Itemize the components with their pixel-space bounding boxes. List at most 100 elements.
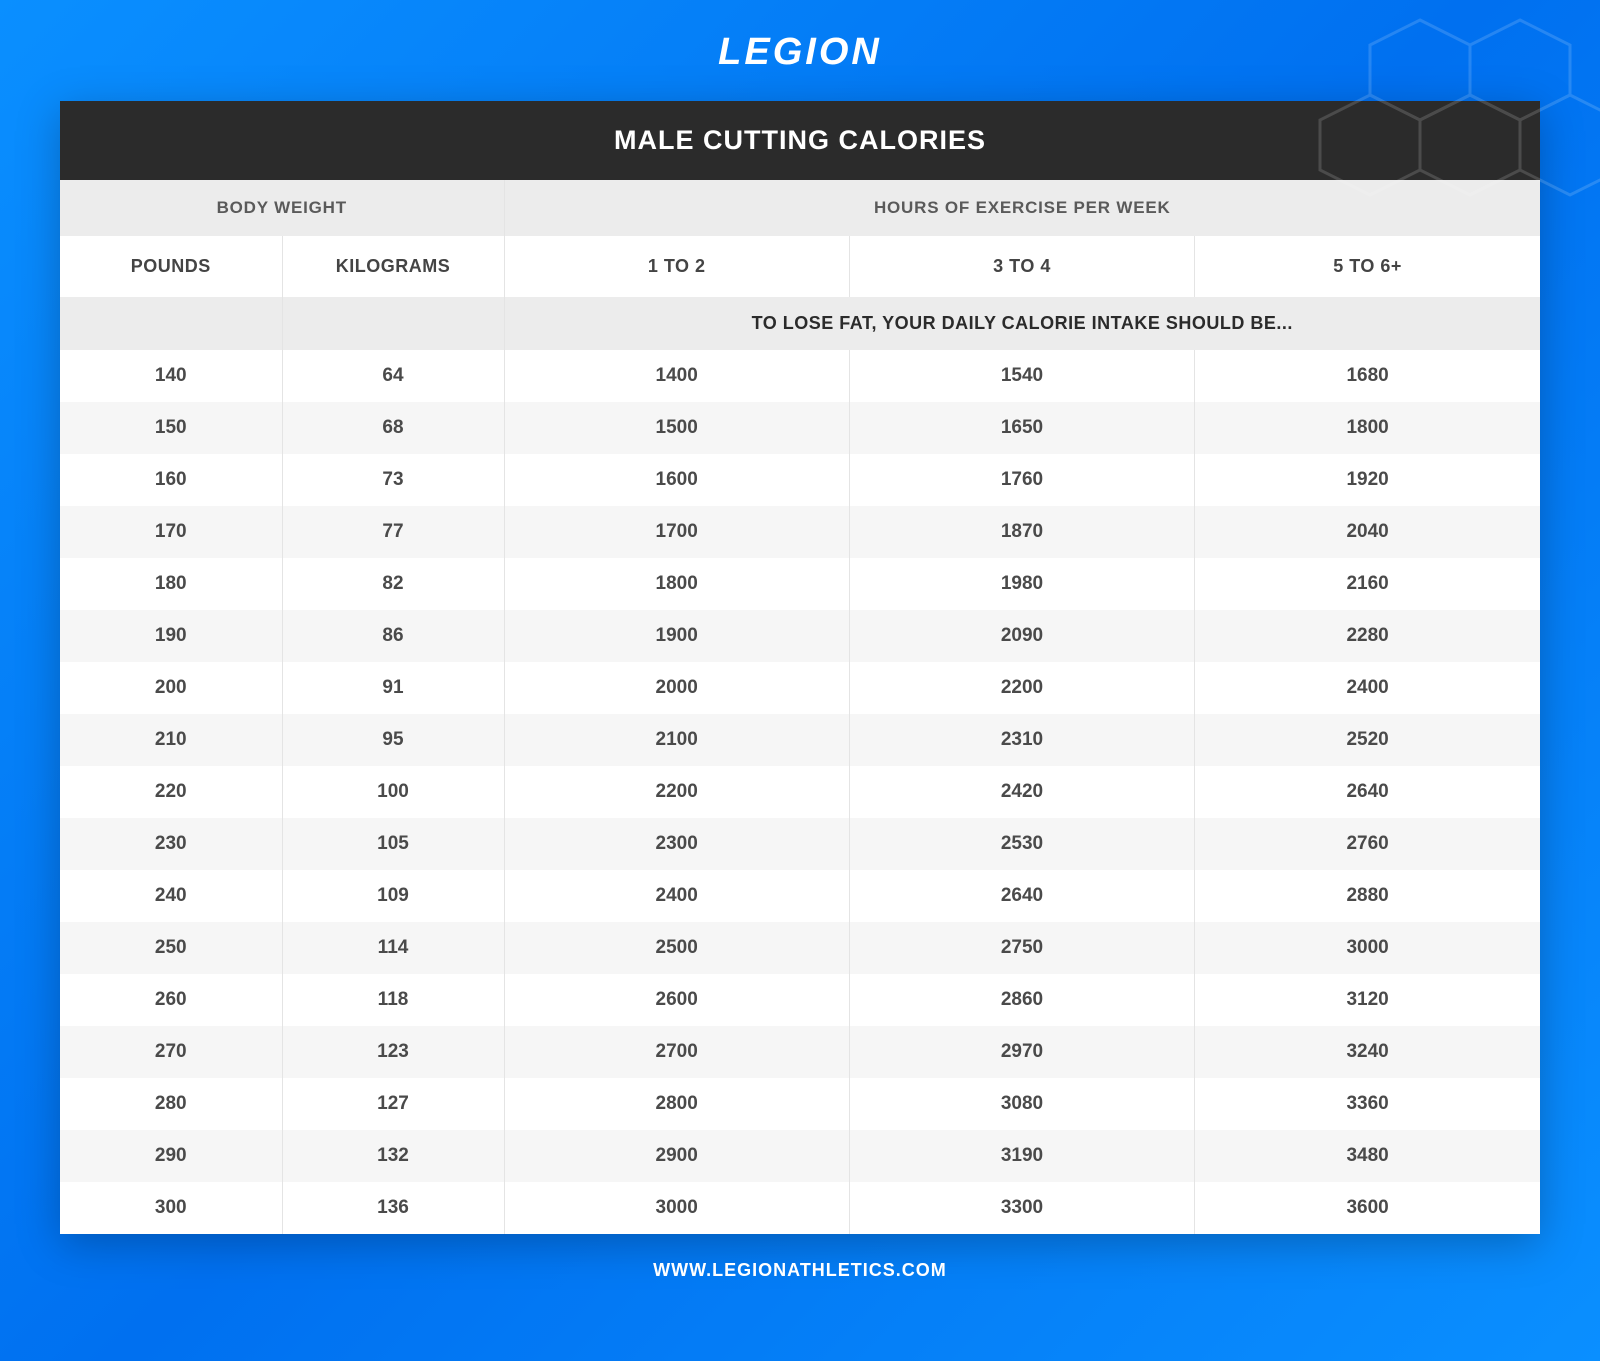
cell-cal-1to2: 2300 [504,818,849,870]
cell-cal-1to2: 1600 [504,454,849,506]
table-row: 16073160017601920 [60,454,1540,506]
unit-header-row: POUNDS KILOGRAMS 1 TO 2 3 TO 4 5 TO 6+ [60,236,1540,297]
cell-kilograms: 68 [282,402,504,454]
cell-kilograms: 95 [282,714,504,766]
cell-kilograms: 118 [282,974,504,1026]
cell-cal-5to6: 3360 [1195,1078,1540,1130]
caption-empty-2 [282,297,504,350]
col-header-hours-2: 3 TO 4 [849,236,1194,297]
calorie-card: MALE CUTTING CALORIES BODY WEIGHT HOURS … [60,101,1540,1234]
table-row: 19086190020902280 [60,610,1540,662]
cell-cal-3to4: 3190 [849,1130,1194,1182]
cell-cal-1to2: 2000 [504,662,849,714]
cell-cal-1to2: 2600 [504,974,849,1026]
table-row: 270123270029703240 [60,1026,1540,1078]
cell-cal-1to2: 1900 [504,610,849,662]
cell-cal-1to2: 1700 [504,506,849,558]
cell-pounds: 300 [60,1182,282,1234]
cell-pounds: 190 [60,610,282,662]
cell-kilograms: 82 [282,558,504,610]
table-row: 300136300033003600 [60,1182,1540,1234]
cell-cal-3to4: 3080 [849,1078,1194,1130]
cell-pounds: 160 [60,454,282,506]
cell-kilograms: 109 [282,870,504,922]
cell-cal-1to2: 2200 [504,766,849,818]
cell-cal-3to4: 2530 [849,818,1194,870]
cell-kilograms: 127 [282,1078,504,1130]
cell-kilograms: 114 [282,922,504,974]
cell-cal-3to4: 1540 [849,350,1194,402]
table-row: 21095210023102520 [60,714,1540,766]
table-row: 230105230025302760 [60,818,1540,870]
cell-cal-3to4: 1760 [849,454,1194,506]
cell-cal-1to2: 2400 [504,870,849,922]
table-row: 220100220024202640 [60,766,1540,818]
cell-cal-5to6: 3600 [1195,1182,1540,1234]
caption-empty-1 [60,297,282,350]
cell-cal-3to4: 1870 [849,506,1194,558]
col-header-pounds: POUNDS [60,236,282,297]
cell-cal-5to6: 3120 [1195,974,1540,1026]
cell-cal-3to4: 2860 [849,974,1194,1026]
cell-cal-5to6: 3000 [1195,922,1540,974]
cell-pounds: 280 [60,1078,282,1130]
table-row: 18082180019802160 [60,558,1540,610]
cell-pounds: 220 [60,766,282,818]
cell-cal-3to4: 3300 [849,1182,1194,1234]
cell-kilograms: 123 [282,1026,504,1078]
group-header-weight: BODY WEIGHT [60,180,504,236]
cell-pounds: 150 [60,402,282,454]
footer-url: WWW.LEGIONATHLETICS.COM [0,1234,1600,1281]
cell-pounds: 140 [60,350,282,402]
cell-cal-5to6: 2280 [1195,610,1540,662]
cell-kilograms: 100 [282,766,504,818]
cell-cal-3to4: 2420 [849,766,1194,818]
brand-logo-text: LEGION [718,31,882,73]
cell-pounds: 180 [60,558,282,610]
cell-kilograms: 64 [282,350,504,402]
cell-cal-1to2: 2800 [504,1078,849,1130]
table-caption: TO LOSE FAT, YOUR DAILY CALORIE INTAKE S… [504,297,1540,350]
col-header-hours-3: 5 TO 6+ [1195,236,1540,297]
cell-cal-3to4: 1650 [849,402,1194,454]
cell-cal-3to4: 2090 [849,610,1194,662]
group-header-exercise: HOURS OF EXERCISE PER WEEK [504,180,1540,236]
table-row: 14064140015401680 [60,350,1540,402]
cell-cal-1to2: 2500 [504,922,849,974]
cell-cal-5to6: 1680 [1195,350,1540,402]
cell-kilograms: 77 [282,506,504,558]
cell-cal-1to2: 2700 [504,1026,849,1078]
cell-cal-5to6: 3240 [1195,1026,1540,1078]
cell-kilograms: 105 [282,818,504,870]
cell-cal-5to6: 2040 [1195,506,1540,558]
cell-pounds: 170 [60,506,282,558]
table-row: 15068150016501800 [60,402,1540,454]
table-row: 280127280030803360 [60,1078,1540,1130]
cell-cal-3to4: 2640 [849,870,1194,922]
cell-pounds: 270 [60,1026,282,1078]
table-row: 20091200022002400 [60,662,1540,714]
cell-kilograms: 91 [282,662,504,714]
group-header-row: BODY WEIGHT HOURS OF EXERCISE PER WEEK [60,180,1540,236]
cell-cal-5to6: 3480 [1195,1130,1540,1182]
cell-cal-5to6: 2880 [1195,870,1540,922]
cell-kilograms: 73 [282,454,504,506]
cell-cal-5to6: 2400 [1195,662,1540,714]
cell-cal-3to4: 2200 [849,662,1194,714]
cell-pounds: 230 [60,818,282,870]
calorie-table: BODY WEIGHT HOURS OF EXERCISE PER WEEK P… [60,180,1540,1234]
cell-cal-1to2: 2100 [504,714,849,766]
col-header-hours-1: 1 TO 2 [504,236,849,297]
cell-cal-1to2: 3000 [504,1182,849,1234]
cell-pounds: 200 [60,662,282,714]
table-row: 260118260028603120 [60,974,1540,1026]
cell-cal-1to2: 2900 [504,1130,849,1182]
cell-pounds: 250 [60,922,282,974]
cell-kilograms: 132 [282,1130,504,1182]
cell-pounds: 240 [60,870,282,922]
table-row: 240109240026402880 [60,870,1540,922]
cell-cal-3to4: 2750 [849,922,1194,974]
cell-pounds: 210 [60,714,282,766]
cell-cal-5to6: 2760 [1195,818,1540,870]
col-header-kilograms: KILOGRAMS [282,236,504,297]
